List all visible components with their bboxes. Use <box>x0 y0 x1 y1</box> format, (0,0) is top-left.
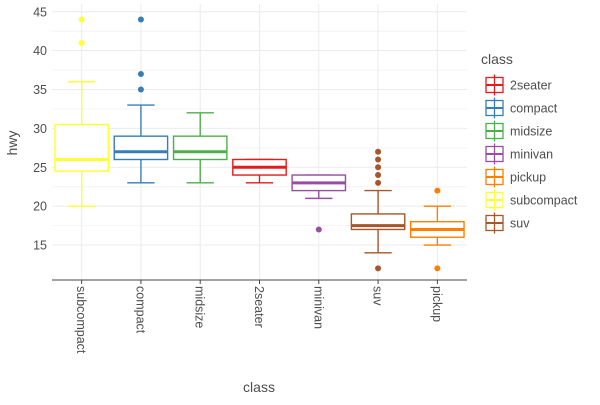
legend-label: suv <box>510 217 530 231</box>
y-tick-label: 15 <box>33 239 47 253</box>
outlier-point <box>375 172 382 179</box>
outlier-point <box>375 164 382 171</box>
y-tick-label: 40 <box>33 44 47 58</box>
box-iqr <box>54 123 110 172</box>
box-compact <box>113 16 169 184</box>
outlier-point <box>78 39 85 46</box>
legend-item-suv: suv <box>485 212 530 234</box>
x-axis-title: class <box>243 379 275 395</box>
box-midsize <box>172 112 228 184</box>
legend-label: 2seater <box>510 79 552 93</box>
outlier-point <box>78 16 85 23</box>
legend-item-compact: compact <box>485 97 558 119</box>
box-subcompact <box>54 16 110 207</box>
legend: class 2seater compact midsize minivan pickup… <box>481 51 578 234</box>
outlier-point <box>375 148 382 155</box>
box-iqr <box>172 135 228 161</box>
y-tick-label: 20 <box>33 200 47 214</box>
legend-item-2seater: 2seater <box>485 74 552 96</box>
x-tick-label: pickup <box>430 286 444 322</box>
legend-label: pickup <box>510 171 546 185</box>
outlier-point <box>434 265 441 272</box>
y-tick-label: 45 <box>33 5 47 19</box>
y-tick-label: 25 <box>33 161 47 175</box>
legend-item-pickup: pickup <box>485 166 546 188</box>
outlier-point <box>434 187 441 194</box>
box-iqr <box>350 213 406 231</box>
outlier-point <box>375 179 382 186</box>
legend-label: subcompact <box>510 194 578 208</box>
legend-item-midsize: midsize <box>485 120 552 142</box>
y-tick-label: 35 <box>33 83 47 97</box>
x-tick-label: suv <box>371 286 385 306</box>
legend-label: minivan <box>510 148 553 162</box>
outlier-point <box>137 86 144 93</box>
legend-label: midsize <box>510 125 552 139</box>
y-axis-title: hwy <box>4 131 20 156</box>
box-minivan <box>291 174 347 233</box>
outlier-point <box>375 156 382 163</box>
box-2seater <box>232 158 287 184</box>
legend-item-minivan: minivan <box>485 143 553 165</box>
legend-item-subcompact: subcompact <box>485 189 578 211</box>
axis-layer: 15 20 25 30 35 40 45 subcompact compact midsize 2s… <box>33 5 467 354</box>
box-suv <box>350 148 406 272</box>
outlier-point <box>375 265 382 272</box>
x-tick-label: minivan <box>311 286 325 329</box>
outlier-point <box>315 226 322 233</box>
y-tick-label: 30 <box>33 122 47 136</box>
outlier-point <box>137 70 144 77</box>
outlier-point <box>137 16 144 23</box>
x-tick-label: 2seater <box>252 286 266 328</box>
x-tick-label: compact <box>133 286 147 334</box>
box-layer <box>54 16 465 272</box>
box-pickup <box>409 187 465 272</box>
x-tick-label: midsize <box>193 286 207 328</box>
box-iqr <box>113 135 169 161</box>
legend-title: class <box>481 51 513 67</box>
legend-label: compact <box>510 102 558 116</box>
x-tick-label: subcompact <box>74 286 88 354</box>
